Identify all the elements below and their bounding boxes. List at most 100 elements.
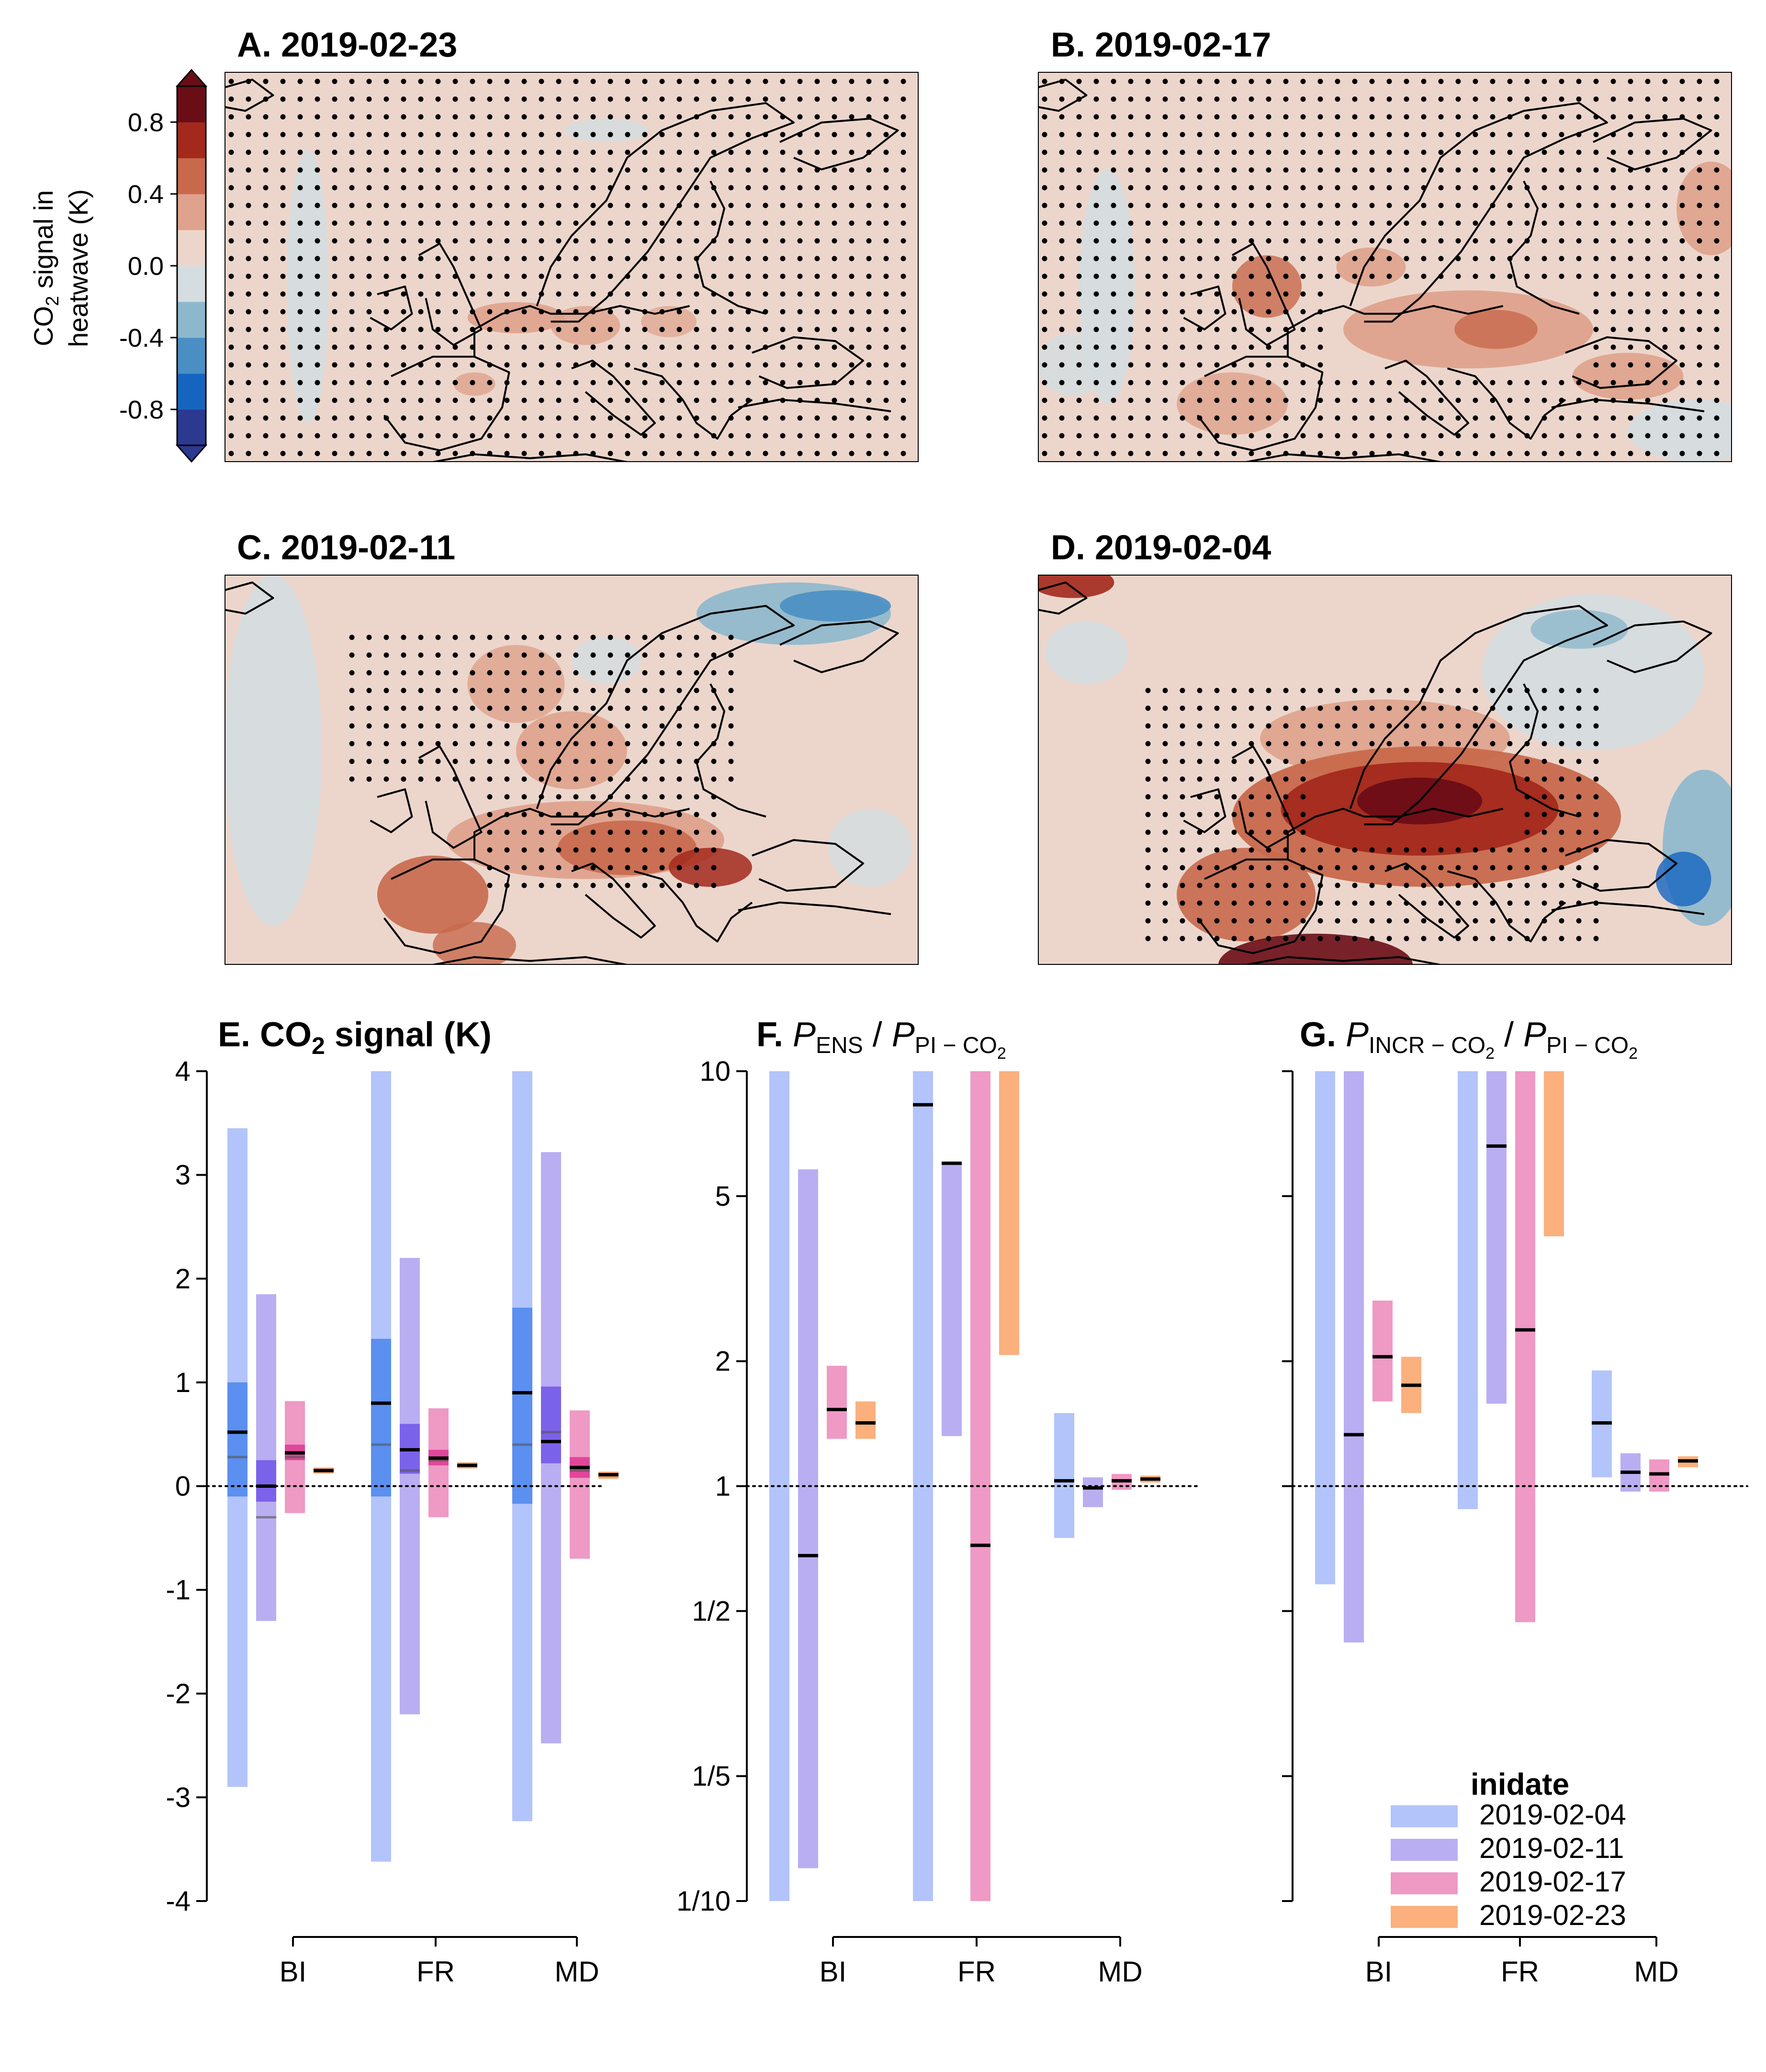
coastline <box>571 360 656 436</box>
x-tick-label: BI <box>820 1956 847 1988</box>
bar-range <box>1486 1071 1507 1404</box>
map-title-d: D. 2019-02-04 <box>1051 529 1271 567</box>
map-field-patch <box>551 306 620 345</box>
x-tick-label: BI <box>1365 1956 1393 1988</box>
coastline <box>432 453 628 462</box>
coastline <box>1509 683 1580 818</box>
colorbar-swatch <box>177 86 206 123</box>
y-tick-label: 2 <box>715 1346 731 1377</box>
map-panel-b <box>1038 72 1732 462</box>
colorbar-tick-label: 0.0 <box>128 252 164 281</box>
bar-inner-range <box>371 1338 391 1497</box>
map-field-patch <box>516 711 627 790</box>
bar-inner-range <box>256 1460 276 1502</box>
map-field-patch <box>1336 247 1406 287</box>
legend-label: 2019-02-04 <box>1479 1799 1626 1831</box>
coastline <box>1232 242 1296 346</box>
map-field-patch <box>1038 333 1107 396</box>
coastline <box>779 117 899 170</box>
y-tick-label: 1 <box>175 1367 191 1398</box>
colorbar-swatch <box>177 230 206 266</box>
bar-inner-range <box>227 1382 247 1497</box>
bar-range <box>999 1071 1019 1355</box>
map-field-patch <box>1177 372 1288 435</box>
map-field-patch <box>1530 610 1628 649</box>
legend-label: 2019-02-11 <box>1479 1832 1624 1864</box>
colorbar-swatch <box>177 409 206 446</box>
coastline <box>1349 605 1608 826</box>
bar-range <box>570 1410 590 1559</box>
y-tick-label: 10 <box>699 1056 731 1087</box>
map-field-patch <box>287 150 329 423</box>
coastline <box>752 336 864 389</box>
map-field-patch <box>1232 255 1302 318</box>
map-field-patch <box>377 855 488 934</box>
map-panel-d <box>1038 575 1732 965</box>
bar-range <box>1344 1071 1364 1642</box>
x-tick-label: BI <box>280 1956 307 1988</box>
y-tick-label: 1/10 <box>676 1886 731 1917</box>
coastline <box>1565 336 1677 389</box>
significance-dots <box>1145 688 1599 941</box>
map-field-patch <box>780 590 891 622</box>
map-field-patch <box>572 637 641 684</box>
y-tick-label: 3 <box>175 1160 191 1191</box>
significance-dots <box>1042 79 1720 456</box>
bar-range <box>256 1294 276 1621</box>
coastline <box>536 102 795 323</box>
coastline <box>752 839 864 892</box>
coastline <box>779 620 899 673</box>
colorbar-swatch <box>177 194 206 230</box>
y-tick-label: 1/2 <box>692 1596 731 1627</box>
bar-range <box>400 1257 420 1715</box>
y-tick-label: -3 <box>166 1782 191 1813</box>
legend-label: 2019-02-17 <box>1479 1866 1626 1898</box>
coastline <box>1447 367 1566 440</box>
colorbar-swatch <box>177 338 206 374</box>
coastline <box>1038 79 1088 112</box>
coastline <box>1287 305 1503 357</box>
colorbar-swatch <box>177 122 206 159</box>
map-background <box>225 72 919 462</box>
map-field-patch <box>467 645 565 723</box>
coastline <box>1196 858 1324 954</box>
colorbar-tick-label: 0.4 <box>128 180 164 209</box>
bar-range <box>798 1169 818 1868</box>
bar-range <box>1515 1071 1535 1622</box>
chart-title-f: F. PENS / PPI − CO2 <box>756 1016 1006 1063</box>
y-tick-label: 0 <box>175 1471 191 1502</box>
coastline <box>1038 581 1088 615</box>
map-field-patch <box>1655 851 1711 906</box>
x-tick-label: FR <box>416 1956 455 1988</box>
coastline <box>633 367 753 440</box>
x-axis: BI FR MD <box>820 1936 1143 1988</box>
map-field-patch <box>564 118 648 142</box>
coastline <box>1551 901 1705 915</box>
coastline <box>225 79 274 112</box>
map-field-patch <box>1177 848 1316 942</box>
x-tick-label: MD <box>1098 1956 1142 1988</box>
coastline <box>1196 355 1324 452</box>
colorbar-label-line2: heatwave (K) <box>63 189 93 347</box>
y-tick-label: 1 <box>715 1471 731 1502</box>
colorbar-tick-label: 0.8 <box>128 108 164 137</box>
significance-dots <box>228 79 906 456</box>
x-axis: BI FR MD <box>280 1936 599 1988</box>
coastline <box>418 745 483 849</box>
map-field-patch <box>225 575 322 926</box>
coastline <box>1183 788 1226 833</box>
chart-panel-f: 10 5 2 1 1/2 1/5 1/10 BI FR MD <box>676 1056 1202 1988</box>
legend: inidate 2019-02-042019-02-112019-02-1720… <box>1391 1767 1626 1931</box>
map-field-patch <box>1045 621 1128 684</box>
colorbar-extend-min <box>175 444 208 463</box>
legend-swatch <box>1391 1839 1458 1861</box>
coastline <box>738 398 891 412</box>
coastline <box>633 870 753 943</box>
colorbar-tick-label: -0.8 <box>119 396 164 424</box>
y-tick-label: -1 <box>166 1574 191 1606</box>
x-tick-label: MD <box>1634 1956 1678 1988</box>
bar-range <box>942 1163 962 1437</box>
bar-range <box>1544 1071 1564 1236</box>
coastline <box>418 242 483 346</box>
